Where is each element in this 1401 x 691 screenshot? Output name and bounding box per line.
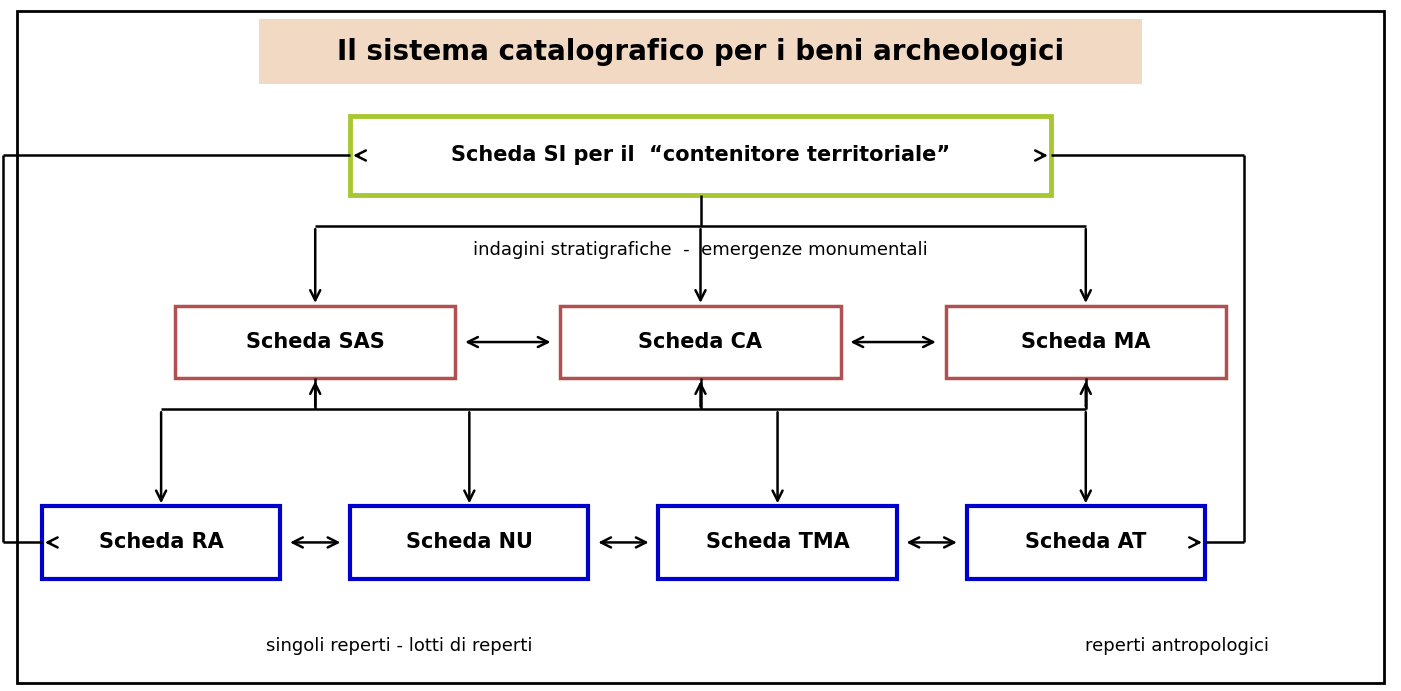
Text: Scheda SI per il  “contenitore territoriale”: Scheda SI per il “contenitore territoria… xyxy=(451,146,950,165)
Bar xyxy=(42,506,280,579)
Text: singoli reperti - lotti di reperti: singoli reperti - lotti di reperti xyxy=(266,637,532,655)
Bar xyxy=(175,305,455,379)
Text: indagini stratigrafiche  -  emergenze monumentali: indagini stratigrafiche - emergenze monu… xyxy=(474,241,927,259)
Text: Scheda MA: Scheda MA xyxy=(1021,332,1150,352)
Bar xyxy=(259,19,1142,84)
Text: Scheda CA: Scheda CA xyxy=(639,332,762,352)
Text: Scheda RA: Scheda RA xyxy=(98,533,224,552)
Bar xyxy=(946,305,1226,379)
Text: Scheda TMA: Scheda TMA xyxy=(706,533,849,552)
Bar xyxy=(967,506,1205,579)
Bar xyxy=(350,115,1051,195)
Bar xyxy=(350,506,588,579)
Text: Il sistema catalografico per i beni archeologici: Il sistema catalografico per i beni arch… xyxy=(336,38,1065,66)
Text: Scheda NU: Scheda NU xyxy=(406,533,532,552)
Bar xyxy=(658,506,897,579)
Text: Scheda SAS: Scheda SAS xyxy=(245,332,385,352)
Text: reperti antropologici: reperti antropologici xyxy=(1084,637,1269,655)
Bar xyxy=(560,305,841,379)
Text: Scheda AT: Scheda AT xyxy=(1026,533,1146,552)
